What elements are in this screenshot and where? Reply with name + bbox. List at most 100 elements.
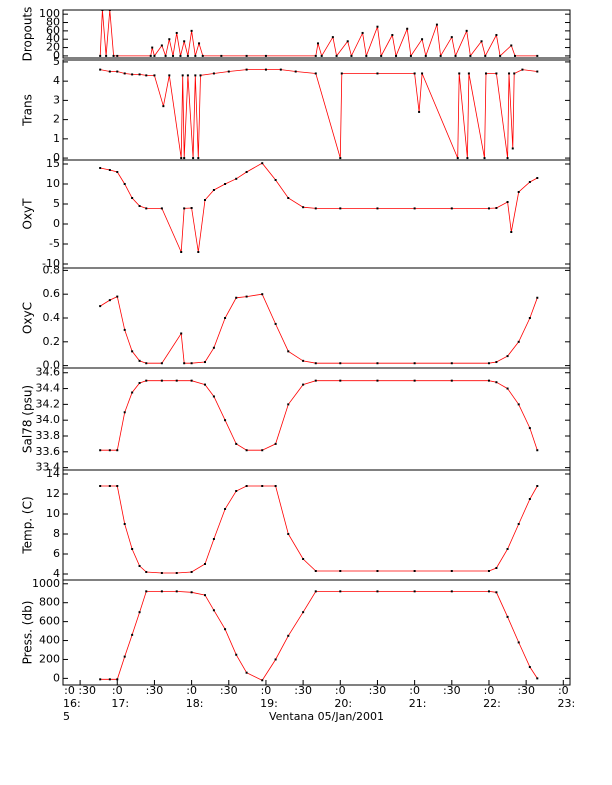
- data-point: [245, 171, 248, 173]
- data-point: [287, 533, 290, 535]
- data-point: [183, 207, 186, 210]
- y-tick-label: 34.2: [36, 397, 61, 410]
- data-point: [175, 590, 178, 593]
- data-point: [536, 677, 539, 680]
- data-point: [145, 590, 148, 593]
- data-point: [186, 74, 189, 77]
- y-tick-label: 34.6: [36, 366, 61, 379]
- data-point: [235, 177, 238, 180]
- data-point: [469, 54, 472, 57]
- data-point: [131, 548, 134, 550]
- data-point: [203, 563, 206, 565]
- y-tick-label: 60: [46, 24, 60, 37]
- data-point: [450, 36, 453, 39]
- data-point: [264, 68, 267, 71]
- plot-area: [99, 590, 539, 682]
- data-point: [536, 449, 539, 452]
- data-point: [513, 54, 516, 57]
- data-point: [190, 29, 193, 32]
- data-point: [245, 54, 248, 57]
- data-point: [508, 72, 511, 75]
- data-point: [168, 38, 171, 41]
- data-point: [365, 54, 368, 57]
- data-point: [123, 183, 126, 185]
- data-point: [190, 207, 193, 209]
- y-tick-label: -10: [42, 257, 60, 270]
- plot-area: [99, 293, 539, 365]
- x-tick-label: :0 :30: [64, 684, 96, 697]
- data-point: [302, 206, 305, 209]
- data-point: [245, 671, 248, 674]
- data-point: [409, 54, 412, 57]
- data-point: [413, 379, 416, 382]
- plot-frame: [62, 159, 571, 269]
- x-tick-label: :0: [484, 684, 495, 697]
- data-point: [116, 70, 119, 73]
- data-point: [112, 54, 115, 57]
- data-point: [487, 590, 490, 593]
- data-point: [203, 199, 206, 201]
- data-point: [261, 162, 264, 165]
- data-point: [480, 40, 483, 43]
- data-point: [484, 54, 487, 57]
- data-point: [483, 157, 486, 160]
- x-tick-label: :0: [409, 684, 420, 697]
- data-point: [376, 207, 379, 210]
- y-tick-label: 3: [53, 93, 60, 106]
- data-point: [123, 411, 126, 414]
- data-point: [175, 31, 178, 34]
- data-point: [274, 322, 277, 325]
- data-point: [517, 191, 520, 193]
- x-hour-label: 18:: [186, 697, 204, 710]
- data-point: [160, 362, 163, 365]
- data-point: [212, 346, 215, 349]
- data-point: [331, 36, 334, 39]
- data-point: [517, 340, 520, 343]
- data-point: [450, 590, 453, 593]
- data-point: [181, 74, 184, 77]
- x-tick-label: :0: [335, 684, 346, 697]
- y-tick-label: 0.6: [43, 287, 61, 300]
- y-tick-label: 33.4: [36, 461, 61, 474]
- x-tick-label: :30: [146, 684, 164, 697]
- data-point: [294, 70, 297, 73]
- data-point: [528, 666, 531, 669]
- data-point: [179, 54, 182, 57]
- data-point: [458, 72, 461, 75]
- data-point: [435, 23, 438, 26]
- data-point: [406, 27, 409, 30]
- data-point: [517, 523, 520, 525]
- data-point: [197, 251, 200, 253]
- data-point: [199, 74, 202, 77]
- y-tick-label: 14: [46, 467, 60, 480]
- data-point: [439, 54, 442, 57]
- y-axis-label: Temp. (C): [21, 496, 35, 554]
- data-point: [186, 54, 189, 57]
- data-point: [302, 558, 305, 560]
- data-point: [116, 54, 119, 57]
- data-point: [314, 54, 317, 57]
- data-point: [108, 678, 111, 681]
- data-point: [376, 72, 379, 75]
- data-point: [145, 571, 148, 573]
- data-point: [450, 570, 453, 572]
- data-point: [183, 40, 186, 43]
- data-point: [339, 207, 342, 210]
- data-line: [100, 591, 538, 681]
- data-point: [264, 54, 267, 57]
- data-point: [153, 54, 156, 57]
- data-point: [162, 105, 165, 108]
- data-line: [100, 380, 538, 451]
- data-point: [495, 361, 498, 364]
- y-tick-label: 10: [46, 507, 60, 520]
- data-point: [116, 485, 119, 487]
- data-point: [314, 72, 317, 75]
- data-point: [203, 594, 206, 597]
- y-tick-label: -5: [49, 237, 60, 250]
- data-point: [99, 305, 102, 308]
- data-point: [376, 570, 379, 572]
- data-point: [145, 362, 148, 365]
- data-point: [456, 157, 459, 160]
- data-point: [183, 157, 186, 160]
- data-point: [123, 328, 126, 331]
